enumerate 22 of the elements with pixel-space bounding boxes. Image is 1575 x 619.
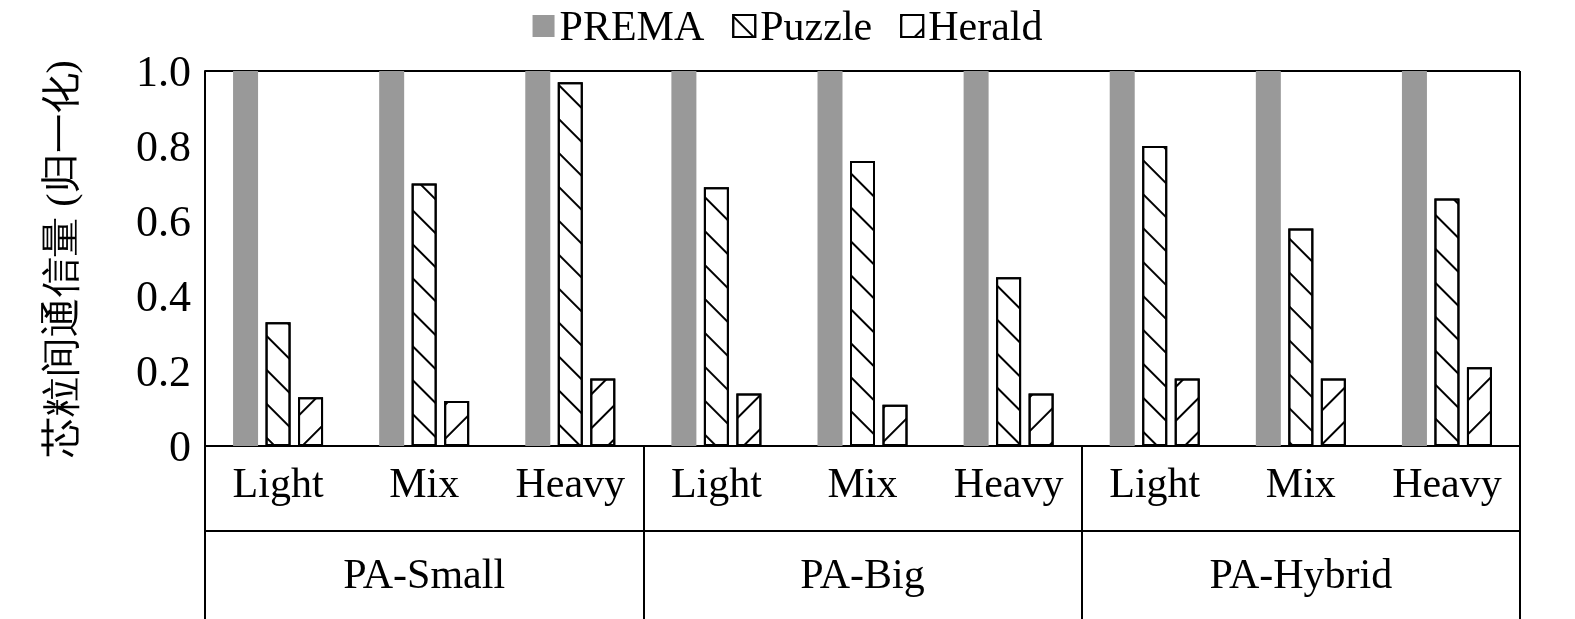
legend-label: Puzzle [760,3,873,49]
text: PA-Small [343,551,506,597]
x-tick-label: Mix [389,460,460,506]
x-tick-label: Mix [1265,460,1336,506]
y-tick-label: 0.6 [136,196,191,246]
legend-label: Herald [928,3,1043,49]
x-tick-label: Mix [827,460,898,506]
y-tick-label: 0.8 [136,121,191,171]
x-tick-label: Light [670,460,763,506]
y-tick-label: 0.2 [136,346,191,396]
x-tick-label: Light [1109,460,1201,506]
text: PA-Hybrid [1209,551,1393,597]
y-axis-title: 芯粒间通信量 (归一化) [37,60,83,458]
y-tick-label: 0.4 [136,271,191,321]
x-tick-label: Heavy [1392,460,1502,506]
text: PA-Big [800,551,925,597]
x-tick-label: Light [232,460,324,506]
x-tick-label: Heavy [515,460,626,506]
y-tick-label: 0 [169,421,191,471]
x-tick-label: Heavy [953,460,1064,506]
y-tick-label: 1.0 [136,46,191,96]
legend-label: PREMA [559,3,705,49]
